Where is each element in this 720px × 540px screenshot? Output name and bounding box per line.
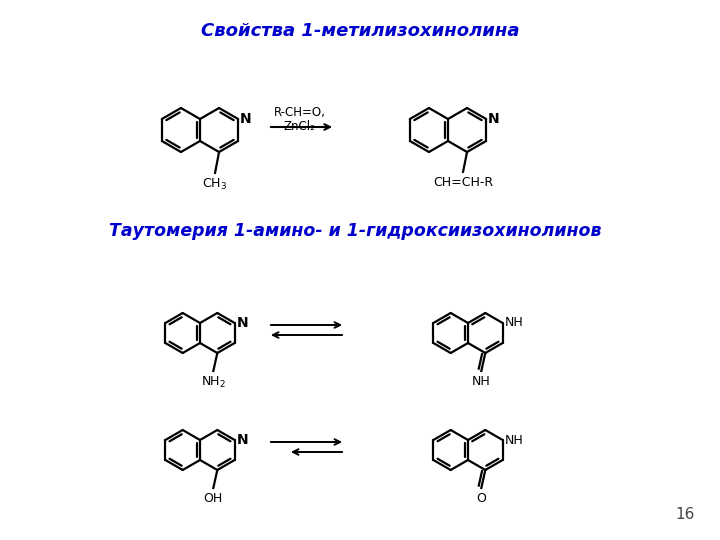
Text: R-CH=O,: R-CH=O, <box>274 106 325 119</box>
Text: OH: OH <box>204 492 223 505</box>
Text: CH=CH-R: CH=CH-R <box>433 176 493 189</box>
Text: N: N <box>237 316 248 330</box>
Text: CH$_3$: CH$_3$ <box>202 177 228 192</box>
Text: NH: NH <box>505 316 523 329</box>
Text: NH$_2$: NH$_2$ <box>201 375 226 390</box>
Text: 16: 16 <box>675 507 695 522</box>
Text: N: N <box>240 112 252 126</box>
Text: NH: NH <box>472 375 491 388</box>
Text: ZnCl₂: ZnCl₂ <box>284 120 315 133</box>
Text: Свойства 1-метилизохинолина: Свойства 1-метилизохинолина <box>201 22 519 40</box>
Text: O: O <box>477 492 486 505</box>
Text: N: N <box>488 112 500 126</box>
Text: NH: NH <box>505 434 523 447</box>
Text: Таутомерия 1-амино- и 1-гидроксиизохинолинов: Таутомерия 1-амино- и 1-гидроксиизохинол… <box>109 222 601 240</box>
Text: N: N <box>237 433 248 447</box>
